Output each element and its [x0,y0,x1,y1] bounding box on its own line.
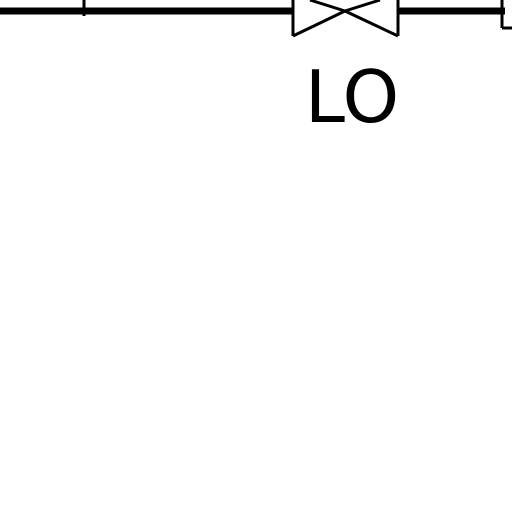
valve-body-line [344,9,399,38]
valve-label: LO [305,55,399,139]
valve-body-line [292,9,346,38]
pipe-joints [82,0,512,30]
valve-body-line [309,0,346,13]
valve-body-line [344,0,381,13]
gate-valve-icon [291,0,400,38]
